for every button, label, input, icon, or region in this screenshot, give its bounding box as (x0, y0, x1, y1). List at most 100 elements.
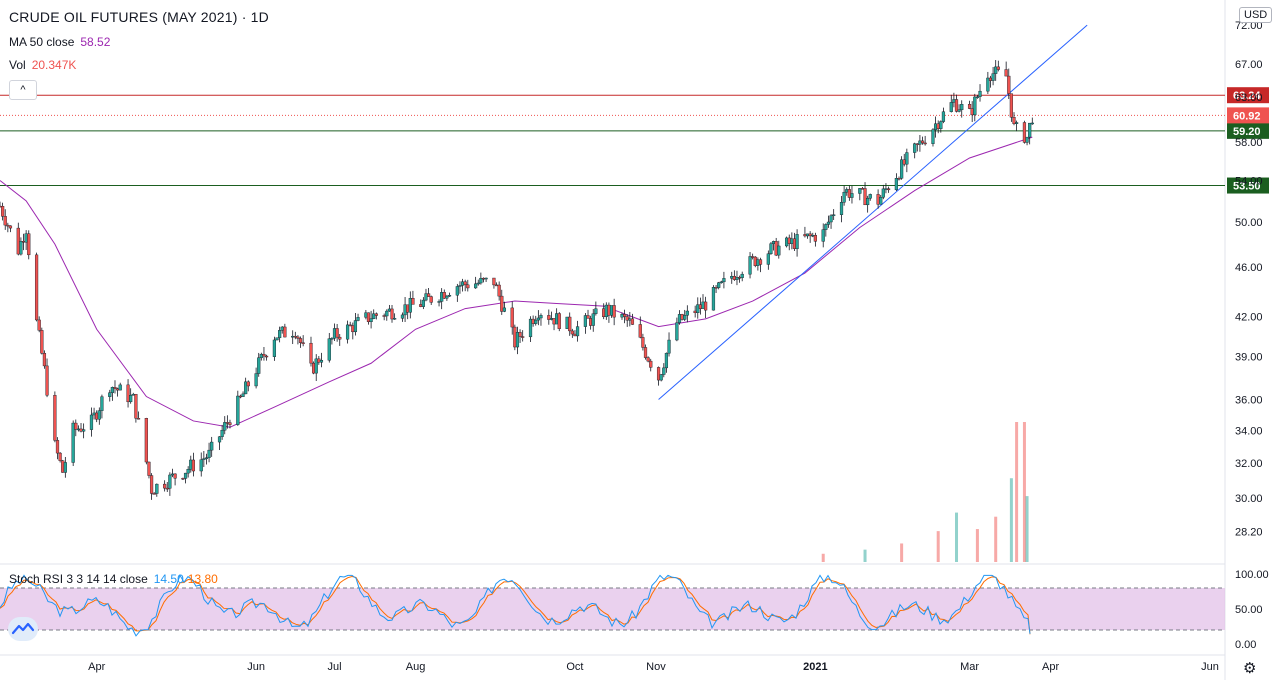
candle-body (677, 314, 682, 323)
tradingview-logo-icon[interactable] (8, 617, 38, 641)
candle-body (385, 310, 389, 317)
candle-body (134, 393, 138, 419)
candle-body (933, 123, 938, 130)
gear-icon[interactable]: ⚙ (1243, 660, 1257, 677)
candle-body (957, 109, 961, 112)
candle-body (345, 324, 350, 340)
candle-body (602, 308, 606, 317)
candle-body (382, 315, 386, 317)
candle-body (293, 335, 297, 338)
candle-body (939, 121, 943, 129)
level-label-bg (1227, 177, 1269, 194)
candle-body (42, 353, 47, 367)
volume-bar (994, 516, 998, 562)
candle-body (573, 333, 577, 337)
candle-body (805, 233, 810, 237)
candle-body (298, 338, 303, 343)
candle-body (591, 313, 595, 326)
candle-body (280, 326, 284, 331)
candle-body (445, 295, 449, 299)
price-tick-label: 39.00 (1235, 351, 1263, 363)
candle-body (513, 326, 517, 348)
candle-body (803, 234, 807, 237)
candle-body (257, 357, 261, 374)
candle-body (61, 460, 65, 473)
candle-body (1028, 122, 1032, 138)
candle-body (808, 233, 812, 237)
price-tick-label: 46.00 (1235, 262, 1263, 274)
candle-body (643, 347, 648, 358)
candle-body (994, 66, 998, 74)
ma-legend[interactable]: MA 50 close 58.52 (9, 35, 110, 49)
candle-body (641, 337, 645, 348)
candle-body (774, 241, 778, 256)
candle-body (45, 365, 49, 396)
candle-body (202, 458, 206, 460)
price-tick-label: 63.00 (1235, 92, 1263, 104)
horizontal-levels[interactable]: 63.24 59.20 53.50 60.92 (0, 87, 1269, 194)
level-label: 63.24 (1233, 90, 1261, 102)
candle-body (426, 293, 431, 297)
candle-body (557, 313, 561, 329)
candle-body (186, 469, 190, 474)
candle-body (225, 422, 229, 424)
price-tick-label: 32.00 (1235, 458, 1263, 470)
candle-body (858, 188, 862, 194)
currency-button[interactable]: USD (1239, 7, 1273, 23)
candle-body (685, 310, 689, 316)
candle-body (447, 295, 452, 297)
candle-body (698, 304, 702, 309)
stoch-legend[interactable]: Stoch RSI 3 3 14 14 close 14.50 13.80 (9, 572, 218, 586)
candle-body (609, 305, 614, 316)
candle-body (338, 336, 342, 340)
candle-body (356, 317, 360, 321)
candle-body (353, 320, 358, 333)
candle-body (155, 483, 159, 494)
candle-body (168, 474, 172, 489)
candle-body (565, 316, 569, 329)
candle-body (458, 285, 462, 287)
candle-body (649, 360, 653, 368)
candle-body (570, 330, 574, 335)
trendline[interactable] (658, 24, 1088, 400)
candle-body (952, 99, 956, 103)
candle-body (95, 412, 99, 420)
candle-body (100, 396, 104, 411)
candle-body (568, 316, 572, 332)
candle-body (753, 256, 757, 266)
volume-bar (1022, 422, 1026, 562)
ma-50-line (0, 136, 1033, 428)
candle-body (170, 473, 175, 476)
candle-body (860, 188, 865, 190)
candle-body (63, 462, 67, 473)
candle-body (312, 362, 316, 374)
candle-body (301, 342, 305, 344)
candle-body (586, 315, 590, 319)
candle-body (476, 282, 480, 285)
vol-legend[interactable]: Vol 20.347K (9, 58, 76, 72)
candle-body (92, 412, 96, 416)
candle-body (1, 206, 5, 217)
candle-body (790, 238, 794, 244)
price-tick-label: 72.00 (1235, 20, 1263, 32)
price-tick-label: 58.00 (1235, 137, 1263, 149)
candle-body (484, 277, 488, 280)
candle-body (317, 358, 321, 363)
candle-body (238, 395, 243, 398)
time-tick-label: Aug (406, 661, 426, 673)
price-tick-label: 30.00 (1235, 493, 1263, 505)
candle-body (136, 418, 141, 420)
stoch-tick-label: 100.00 (1235, 569, 1269, 581)
collapse-legend-button[interactable]: ^ (9, 80, 37, 100)
candle-body (531, 318, 535, 324)
chart-title[interactable]: CRUDE OIL FUTURES (MAY 2021) · 1D (9, 9, 269, 25)
time-tick-label: Nov (646, 661, 666, 673)
axes[interactable]: 28.20 30.00 32.00 34.00 36.00 39.00 42.00 46.00… (88, 20, 1262, 673)
time-tick-label: 2021 (803, 661, 827, 673)
candle-body (110, 387, 114, 393)
candle-body (79, 428, 83, 432)
candle-body (220, 429, 224, 437)
candle-body (97, 410, 101, 420)
candle-body (351, 325, 355, 333)
